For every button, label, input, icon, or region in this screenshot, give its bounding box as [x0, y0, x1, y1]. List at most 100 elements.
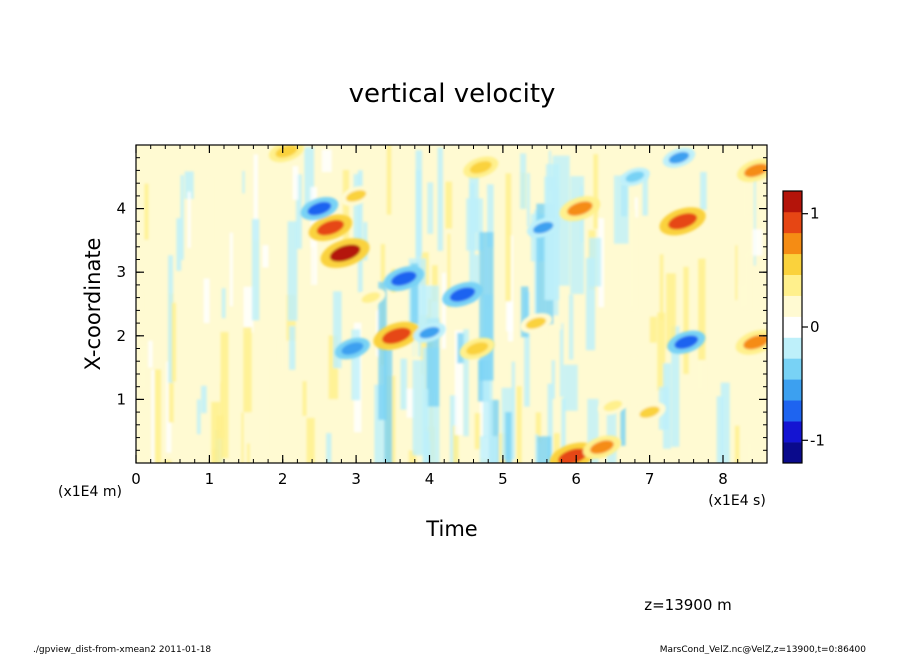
background-stripe	[302, 381, 307, 416]
background-stripe	[262, 245, 269, 268]
feature-blob	[625, 171, 645, 183]
background-stripe	[516, 386, 522, 463]
background-stripe	[550, 303, 554, 350]
background-stripe	[306, 418, 315, 463]
background-stripe	[445, 181, 452, 229]
background-stripe	[437, 147, 443, 251]
feature-blob	[668, 151, 690, 164]
background-stripe	[138, 343, 149, 391]
background-stripe	[252, 219, 260, 321]
background-stripe	[529, 273, 533, 306]
feature-blob	[391, 271, 417, 286]
background-stripe	[201, 385, 207, 414]
background-stripe	[628, 209, 636, 310]
background-stripe	[203, 278, 210, 324]
feature-blob	[525, 317, 547, 329]
y-tick-label: 3	[116, 263, 126, 281]
colorbar-tick-label: 0	[810, 318, 820, 336]
background-stripe	[700, 172, 707, 210]
feature-blob	[743, 335, 767, 350]
feature-blob	[639, 406, 660, 418]
y-axis-label: X-coordinate	[81, 238, 105, 371]
background-stripe	[511, 361, 515, 460]
colorbar-swatch	[783, 442, 802, 464]
x-tick-label: 8	[718, 470, 728, 488]
background-stripe	[452, 425, 459, 463]
background-stripe	[479, 232, 494, 381]
background-stripe	[289, 326, 296, 370]
background-stripe	[593, 154, 598, 229]
background-stripe	[221, 288, 226, 319]
background-stripe	[168, 255, 173, 383]
feature-blob	[674, 335, 699, 349]
feature-blob	[361, 292, 381, 303]
colorbar-swatch	[783, 191, 802, 213]
background-stripe	[136, 290, 142, 312]
background-stripe	[505, 173, 512, 303]
background-stripe	[241, 412, 244, 463]
background-stripe	[752, 229, 763, 256]
feature-blob	[316, 220, 344, 236]
background-stripe	[586, 257, 595, 351]
colorbar-tick-label: 1	[810, 205, 820, 223]
colorbar-swatch	[783, 337, 802, 359]
background-stripe	[384, 349, 393, 463]
background-stripe	[351, 329, 361, 401]
background-stripe	[412, 360, 425, 456]
feature-field	[268, 145, 767, 463]
background-stripe	[642, 172, 648, 216]
feature-blob	[668, 213, 698, 230]
background-stripe	[180, 175, 184, 260]
plot-area	[136, 145, 767, 463]
y-tick-label: 1	[116, 390, 126, 408]
background-stripe	[598, 218, 605, 308]
background-stripe	[253, 154, 258, 241]
background-stripe	[614, 175, 629, 244]
colorbar-swatch	[783, 316, 802, 338]
colorbar-swatch	[783, 211, 802, 234]
colorbar-swatch	[783, 253, 802, 275]
background-stripe	[671, 326, 680, 447]
background-stripe	[535, 412, 541, 443]
background-stripe	[474, 413, 484, 450]
feature-blob	[345, 190, 367, 202]
background-stripe	[151, 369, 155, 463]
background-stripe	[547, 383, 553, 463]
feature-blob	[329, 244, 361, 262]
background-stripe	[657, 312, 666, 391]
background-stripe	[326, 433, 332, 463]
background-stripe	[304, 147, 314, 207]
x-tick-label: 5	[498, 470, 508, 488]
x-tick-label: 7	[645, 470, 655, 488]
background-stripe	[342, 169, 349, 257]
footer-left: ./gpview_dist-from-xmean2 2011-01-18	[33, 645, 211, 654]
background-stripe	[296, 174, 302, 249]
background-stripe	[154, 369, 161, 463]
colorbar-frame	[782, 190, 803, 464]
y-unit-label: (x1E4 m)	[58, 484, 122, 500]
x-tick-label: 1	[205, 470, 215, 488]
feature-blob	[419, 326, 440, 339]
background-stripe	[243, 286, 254, 333]
background-stripe	[535, 434, 539, 463]
background-stripe	[735, 245, 738, 300]
background-stripe	[176, 218, 182, 271]
background-stripe	[506, 301, 514, 332]
background-stripe	[321, 149, 332, 173]
feature-blob	[449, 287, 476, 302]
colorbar-swatch	[783, 295, 802, 317]
background-stripe	[563, 364, 578, 411]
y-tick-label: 2	[116, 327, 126, 345]
background-stripe	[216, 415, 225, 439]
feature-blob	[533, 221, 554, 234]
colorbar-swatch	[783, 421, 802, 443]
background-stripe	[524, 291, 530, 407]
background-stripe	[560, 323, 564, 397]
background-stripe	[587, 398, 599, 463]
background-stripe	[620, 407, 626, 446]
background-stripe	[386, 145, 392, 215]
background-stripe	[745, 440, 754, 463]
colorbar-tick-label: -1	[810, 431, 825, 449]
background-stripe	[666, 273, 676, 349]
